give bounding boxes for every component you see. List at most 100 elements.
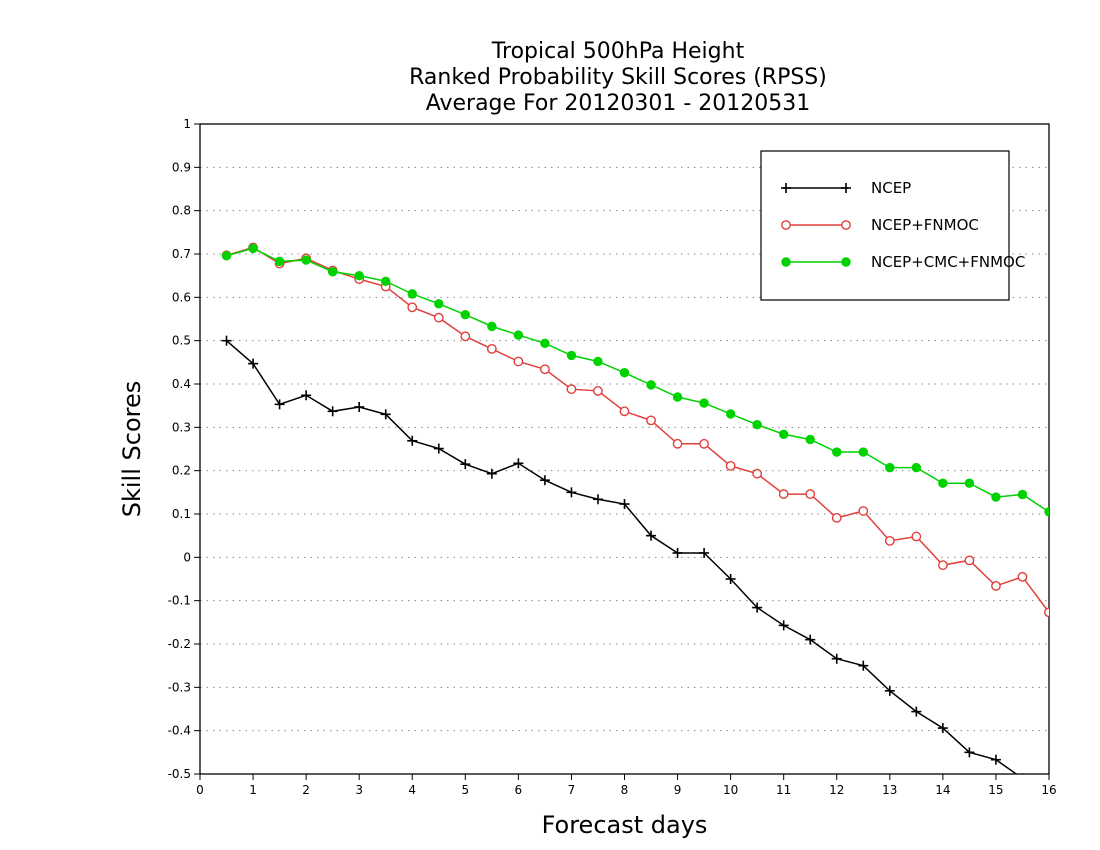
data-point	[593, 356, 603, 367]
y-tick-label: -0.3	[168, 680, 191, 694]
data-point	[274, 256, 285, 267]
data-point	[433, 443, 444, 454]
data-point	[885, 462, 895, 473]
data-point	[566, 350, 577, 361]
data-point	[752, 602, 763, 613]
y-tick-label: 0.3	[172, 420, 191, 434]
y-tick-label: -0.4	[168, 724, 191, 738]
data-point	[566, 487, 577, 498]
data-point	[433, 312, 444, 323]
series-ncep	[221, 335, 1024, 774]
data-point	[778, 429, 789, 439]
data-point	[539, 475, 550, 486]
x-tick-label: 16	[1041, 783, 1056, 797]
data-point	[486, 468, 497, 479]
data-point	[964, 747, 975, 758]
chart-title-line-3: Average For 20120301 - 20120531	[426, 91, 811, 116]
x-tick-label: 7	[568, 783, 576, 797]
y-axis-title: Skill Scores	[118, 381, 146, 518]
data-point	[486, 343, 497, 354]
data-point	[884, 535, 895, 546]
data-point	[540, 338, 550, 348]
y-tick-label: -0.5	[168, 767, 191, 781]
x-tick-label: 15	[988, 783, 1003, 797]
legend-label: NCEP+FNMOC	[871, 216, 979, 234]
data-point	[407, 302, 418, 313]
data-point	[327, 406, 338, 417]
data-point	[805, 634, 816, 645]
data-point	[805, 434, 815, 445]
data-point	[1044, 607, 1049, 618]
data-point	[699, 398, 709, 408]
x-tick-label: 8	[621, 783, 629, 797]
data-point	[672, 548, 683, 558]
data-point	[937, 560, 948, 571]
data-point	[938, 478, 948, 488]
data-point	[354, 401, 365, 412]
data-point	[619, 499, 630, 510]
x-tick-label: 1	[249, 783, 257, 797]
data-point	[911, 462, 922, 473]
data-point	[1044, 507, 1049, 517]
data-point	[221, 335, 232, 346]
y-tick-label: 0.6	[172, 290, 191, 304]
data-point	[752, 420, 762, 430]
legend-marker	[781, 220, 791, 230]
data-point	[725, 460, 736, 471]
data-point	[805, 489, 816, 499]
y-tick-label: 0.5	[172, 334, 191, 348]
data-point	[778, 489, 789, 499]
x-tick-label: 0	[196, 783, 204, 797]
data-point	[619, 368, 630, 378]
data-point	[964, 478, 975, 488]
data-point	[752, 468, 763, 479]
data-point	[460, 459, 471, 470]
x-tick-label: 10	[723, 783, 738, 797]
data-point	[646, 415, 656, 426]
data-point	[434, 299, 444, 309]
legend-entry: NCEP+CMC+FNMOC	[781, 253, 1025, 271]
data-point	[858, 660, 869, 671]
x-tick-label: 2	[302, 783, 310, 797]
legend-label: NCEP+CMC+FNMOC	[871, 253, 1025, 271]
y-tick-label: -0.2	[168, 637, 191, 651]
data-point	[990, 754, 1001, 765]
data-point	[725, 409, 736, 419]
data-point	[248, 358, 259, 369]
data-point	[460, 331, 471, 342]
y-tick-label: 0.9	[172, 160, 191, 174]
x-tick-label: 11	[776, 783, 791, 797]
data-point	[274, 399, 285, 410]
data-point	[593, 386, 603, 396]
data-point	[911, 531, 922, 542]
y-tick-label: 0	[183, 550, 191, 564]
y-tick-label: -0.1	[168, 594, 191, 608]
legend-entry: NCEP	[781, 179, 911, 197]
data-point	[858, 506, 869, 516]
data-point	[248, 243, 258, 254]
data-point	[672, 438, 683, 449]
data-point	[619, 406, 630, 417]
y-axis: -0.5 -0.4 -0.3 -0.2 -0.1 0 0.1 0.2 0.3 0.4 0.5 0.6 0…	[168, 117, 200, 781]
data-point	[884, 685, 895, 696]
data-point	[991, 581, 1001, 591]
legend-label: NCEP	[871, 179, 911, 197]
y-tick-label: 0.8	[172, 204, 191, 218]
data-point	[725, 574, 736, 584]
data-point	[964, 555, 975, 566]
data-point	[646, 380, 656, 390]
chart-title-line-1: Tropical 500hPa Height	[491, 39, 745, 64]
data-point	[301, 390, 312, 401]
legend-marker	[841, 220, 851, 230]
data-point	[831, 513, 842, 523]
chart-title-line-2: Ranked Probability Skill Scores (RPSS)	[409, 65, 827, 90]
y-tick-label: 0.2	[172, 464, 191, 478]
data-point	[699, 438, 709, 449]
data-point	[540, 364, 550, 375]
data-point	[381, 276, 391, 286]
x-tick-label: 14	[935, 783, 950, 797]
data-point	[1021, 773, 1024, 774]
data-point	[778, 620, 789, 631]
data-point	[301, 255, 311, 265]
